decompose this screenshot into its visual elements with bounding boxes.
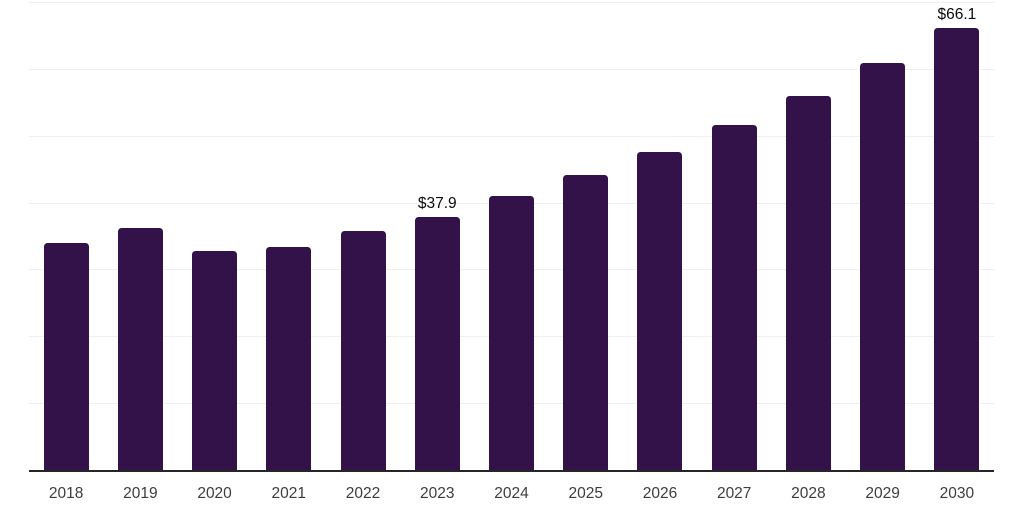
gridline-60 [29, 68, 994, 70]
bar-2028 [785, 96, 831, 472]
x-tick-2022: 2022 [345, 485, 381, 502]
x-tick-2030: 2030 [939, 485, 975, 502]
x-tick-2024: 2024 [494, 485, 529, 502]
x-tick-2018: 2018 [48, 485, 84, 502]
bar-2026 [637, 152, 683, 472]
bar-2022 [340, 231, 386, 472]
x-tick-2025: 2025 [568, 485, 603, 502]
bar-2027 [711, 125, 757, 472]
bar-2021 [266, 246, 312, 472]
x-tick-2023: 2023 [420, 485, 455, 502]
bar-2018 [43, 243, 89, 472]
bar-2019 [117, 227, 163, 472]
x-tick-2026: 2026 [642, 485, 678, 502]
x-tick-2021: 2021 [271, 485, 307, 502]
bar-2023 [414, 216, 460, 472]
bar-2024 [489, 195, 534, 472]
bar-2030 [934, 28, 980, 472]
x-tick-2020: 2020 [197, 485, 232, 502]
data-label-2030: $66.1 [937, 6, 977, 24]
x-tick-2019: 2019 [123, 485, 158, 502]
gridline-70 [29, 2, 994, 3]
x-axis-line [29, 470, 994, 472]
x-tick-2027: 2027 [716, 485, 752, 502]
x-tick-2028: 2028 [791, 485, 826, 502]
bar-2029 [860, 62, 906, 472]
gridline-50 [29, 135, 994, 137]
data-label-2023: $37.9 [417, 194, 457, 212]
x-tick-2029: 2029 [865, 485, 900, 502]
bar-2025 [563, 175, 609, 472]
bar-2020 [192, 251, 238, 472]
